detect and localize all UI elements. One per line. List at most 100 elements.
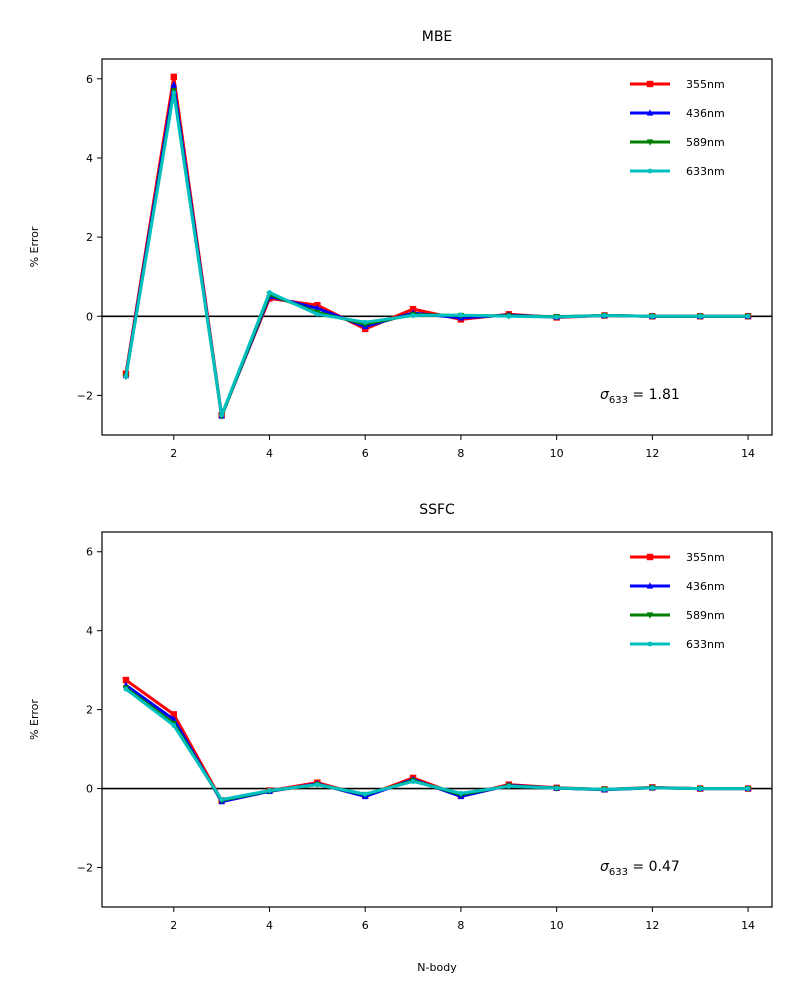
series-355nm — [122, 73, 752, 419]
data-point — [171, 90, 177, 96]
series-line — [125, 683, 749, 804]
data-point — [267, 788, 272, 793]
legend-label: 355nm — [686, 78, 725, 91]
x-tick-label: 8 — [457, 447, 464, 460]
series-633nm — [123, 686, 751, 803]
legend-marker — [647, 168, 653, 174]
data-point — [171, 723, 177, 728]
panel-mbe: MBE % Error 2 4 6 8 10 12 14 −2 0 2 4 6 355nm 436nm 589n… — [28, 29, 773, 460]
panel-title: MBE — [422, 29, 453, 45]
data-point — [219, 412, 225, 418]
series-line — [125, 686, 749, 802]
data-point — [697, 786, 703, 791]
x-tick-label: 12 — [645, 919, 659, 932]
sigma-value: = 1.81 — [628, 387, 680, 403]
y-tick-label: 4 — [86, 625, 93, 638]
legend-marker — [646, 139, 654, 146]
plot-area — [122, 676, 752, 805]
legend-marker — [647, 641, 653, 647]
data-point — [314, 304, 321, 311]
y-tick-label: 6 — [86, 73, 93, 86]
data-point — [362, 791, 368, 797]
y-tick-label: −2 — [77, 862, 93, 875]
axes-frame — [101, 531, 773, 908]
legend: 355nm 436nm 589nm 633nm — [630, 551, 725, 651]
legend-marker — [646, 582, 654, 589]
y-tick-label: 2 — [86, 704, 93, 717]
data-point — [123, 374, 129, 379]
data-point — [314, 782, 320, 788]
data-point — [554, 314, 560, 320]
series-589nm — [122, 88, 752, 420]
sigma-subscript: 633 — [609, 395, 628, 406]
legend-marker — [646, 553, 654, 561]
data-point — [267, 290, 272, 295]
data-point — [506, 313, 512, 319]
data-point — [410, 779, 416, 784]
x-tick-label: 6 — [362, 447, 369, 460]
sigma-annotation: σ633 = 0.47 — [600, 859, 680, 878]
data-point — [745, 786, 751, 791]
data-point — [170, 711, 177, 718]
data-point — [458, 790, 464, 796]
sigma-annotation: σ633 = 1.81 — [600, 387, 680, 406]
data-point — [602, 313, 607, 318]
series-355nm — [122, 676, 752, 804]
data-point — [219, 797, 225, 803]
legend-marker — [646, 109, 654, 116]
data-point — [602, 786, 607, 792]
series-line — [125, 678, 749, 802]
x-tick-label: 4 — [266, 919, 273, 932]
x-tick-label: 6 — [362, 919, 369, 932]
data-point — [123, 686, 129, 692]
sigma-symbol: σ — [600, 859, 610, 875]
x-tick-label: 14 — [741, 447, 755, 460]
x-axis-label: N-body — [417, 961, 457, 974]
x-tick-label: 14 — [741, 919, 755, 932]
series-line — [124, 89, 749, 418]
data-point — [410, 313, 416, 318]
legend-label: 436nm — [686, 580, 725, 593]
y-tick-label: 0 — [86, 783, 93, 796]
legend-marker — [646, 612, 654, 619]
data-point — [697, 313, 703, 319]
y-tick-label: 6 — [86, 546, 93, 559]
y-tick-label: 2 — [86, 231, 93, 244]
axes-frame — [101, 58, 773, 436]
x-tick-label: 2 — [170, 919, 177, 932]
plot-area — [122, 73, 752, 420]
legend-label: 436nm — [686, 107, 725, 120]
legend-label: 633nm — [686, 165, 725, 178]
legend-label: 355nm — [686, 551, 725, 564]
y-tick-label: 4 — [86, 152, 93, 165]
x-tick-label: 2 — [170, 447, 177, 460]
y-tick-label: −2 — [77, 389, 93, 402]
x-tick-label: 12 — [645, 447, 659, 460]
sigma-subscript: 633 — [609, 867, 628, 878]
data-point — [170, 80, 177, 88]
legend-marker — [646, 80, 654, 88]
legend: 355nm 436nm 589nm 633nm — [630, 78, 725, 178]
data-point — [458, 312, 464, 318]
data-point — [649, 313, 655, 319]
x-tick-label: 10 — [550, 447, 564, 460]
data-point — [362, 319, 368, 325]
series-line — [124, 75, 749, 417]
data-point — [409, 305, 417, 313]
y-axis-label: % Error — [28, 226, 41, 267]
legend-label: 589nm — [686, 609, 725, 622]
data-point — [122, 676, 130, 684]
series-633nm — [123, 90, 751, 418]
panel-ssfc: SSFC % Error N-body 2 4 6 8 10 12 14 −2 0 2 4 6 355nm 43… — [28, 502, 773, 974]
sigma-value: = 0.47 — [628, 859, 680, 875]
y-axis-label: % Error — [28, 699, 41, 740]
x-tick-label: 4 — [266, 447, 273, 460]
data-point — [554, 785, 560, 791]
data-point — [506, 783, 512, 789]
sigma-symbol: σ — [600, 387, 610, 403]
data-point — [314, 311, 320, 317]
y-tick-label: 0 — [86, 310, 93, 323]
series-line — [124, 91, 749, 417]
data-point — [170, 73, 177, 81]
